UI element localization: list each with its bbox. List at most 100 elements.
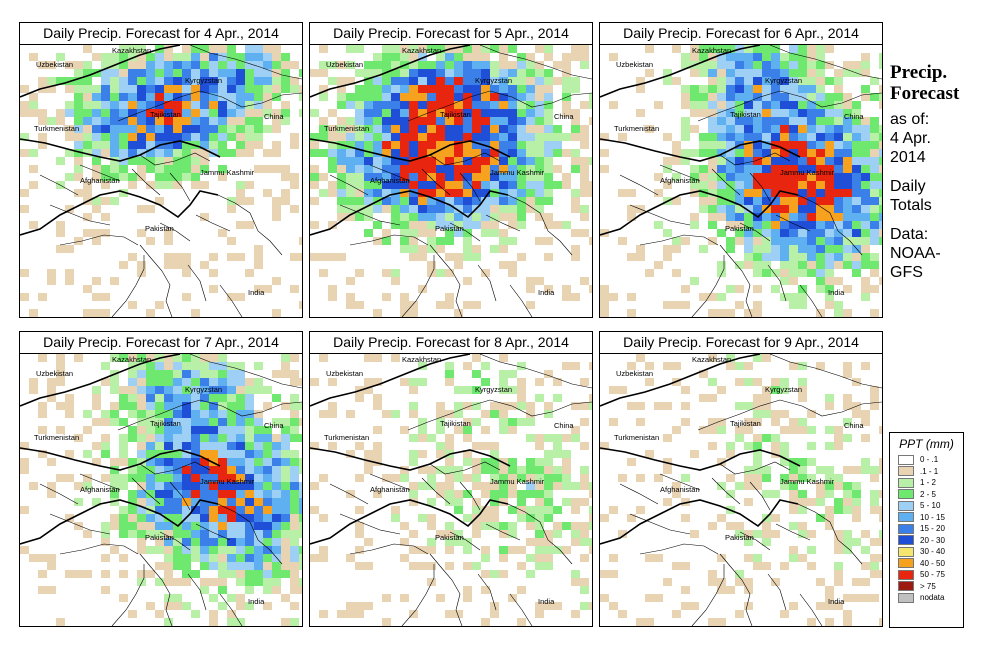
precip-cell [463,189,472,197]
precip-cell [816,141,825,149]
precip-cell [290,394,299,402]
precip-cell [517,69,526,77]
precip-cell [346,213,355,221]
precip-cell [517,586,526,594]
precip-cell [645,450,654,458]
precip-cell [110,197,119,205]
precip-cell [753,261,762,269]
precip-cell [762,181,771,189]
precip-cell [526,285,535,293]
precip-cell [65,245,74,253]
precip-cell [798,189,807,197]
precip-cell [753,450,762,458]
precip-cell [137,378,146,386]
precip-cell [771,378,780,386]
precip-cell [155,418,164,426]
precip-cell [290,378,299,386]
precip-cell [535,434,544,442]
precip-cell [600,570,609,578]
precip-cell [236,578,245,586]
precip-cell [834,85,843,93]
precip-cell [798,133,807,141]
precip-cell [236,293,245,301]
precip-cell [445,117,454,125]
precip-cell [445,181,454,189]
precip-cell [200,181,209,189]
precip-cell [870,77,879,85]
precip-cell [726,442,735,450]
precip-cell [209,594,218,602]
precip-cell [101,181,110,189]
precip-cell [65,109,74,117]
precip-cell [128,141,137,149]
precip-cell [173,490,182,498]
precip-cell [209,253,218,261]
precip-cell [798,554,807,562]
precip-cell [762,530,771,538]
precip-cell [825,602,834,610]
precip-cell [200,482,209,490]
precip-cell [364,386,373,394]
precip-cell [281,466,290,474]
precip-cell [816,85,825,93]
forecast-panel-apr-7: Daily Precip. Forecast for 7 Apr., 2014 … [19,331,303,627]
precip-cell [400,538,409,546]
precip-cell [418,101,427,109]
precip-cell [65,277,74,285]
precip-cell [409,101,418,109]
precip-cell [843,506,852,514]
precip-cell [735,426,744,434]
precip-cell [155,53,164,61]
precip-cell [427,45,436,53]
precip-cell [879,61,882,69]
precip-cell [870,386,879,394]
boundary-line [20,354,181,407]
precip-cell [119,450,128,458]
precip-cell [609,101,618,109]
precip-cell [834,570,843,578]
precip-cell [74,141,83,149]
precip-cell [472,482,481,490]
precip-cell [146,149,155,157]
precip-cell [508,101,517,109]
precip-cell [762,141,771,149]
precip-cell [852,466,861,474]
precip-cell [753,410,762,418]
precip-cell [245,466,254,474]
precip-cell [499,354,508,362]
precip-cell [173,602,182,610]
precip-cell [74,157,83,165]
precip-cell [861,53,870,61]
precip-cell [780,213,789,221]
precip-cell [382,173,391,181]
precip-cell [191,85,200,93]
precip-cell [717,77,726,85]
precip-cell [744,77,753,85]
precip-cell [236,69,245,77]
precip-cell [146,466,155,474]
precip-cell [290,578,299,586]
precip-cell [319,61,328,69]
precip-cell [780,149,789,157]
precip-cell [272,522,281,530]
precip-cell [481,125,490,133]
precip-cell [762,237,771,245]
precip-cell [263,522,272,530]
precip-cell [771,490,780,498]
precip-cell [245,514,254,522]
map-label-afghanistan: Afghanistan [80,485,120,494]
precip-cell [137,394,146,402]
precip-cell [699,109,708,117]
precip-cell [236,61,245,69]
precip-cell [789,546,798,554]
precip-cell [463,69,472,77]
precip-cell [290,410,299,418]
precip-cell [825,221,834,229]
map-label-tajikistan: Tajikistan [730,110,761,119]
precip-cell [218,522,227,530]
precip-cell [310,442,319,450]
precip-cell [227,402,236,410]
precip-cell [110,354,119,362]
precip-cell [110,165,119,173]
precip-cell [535,189,544,197]
